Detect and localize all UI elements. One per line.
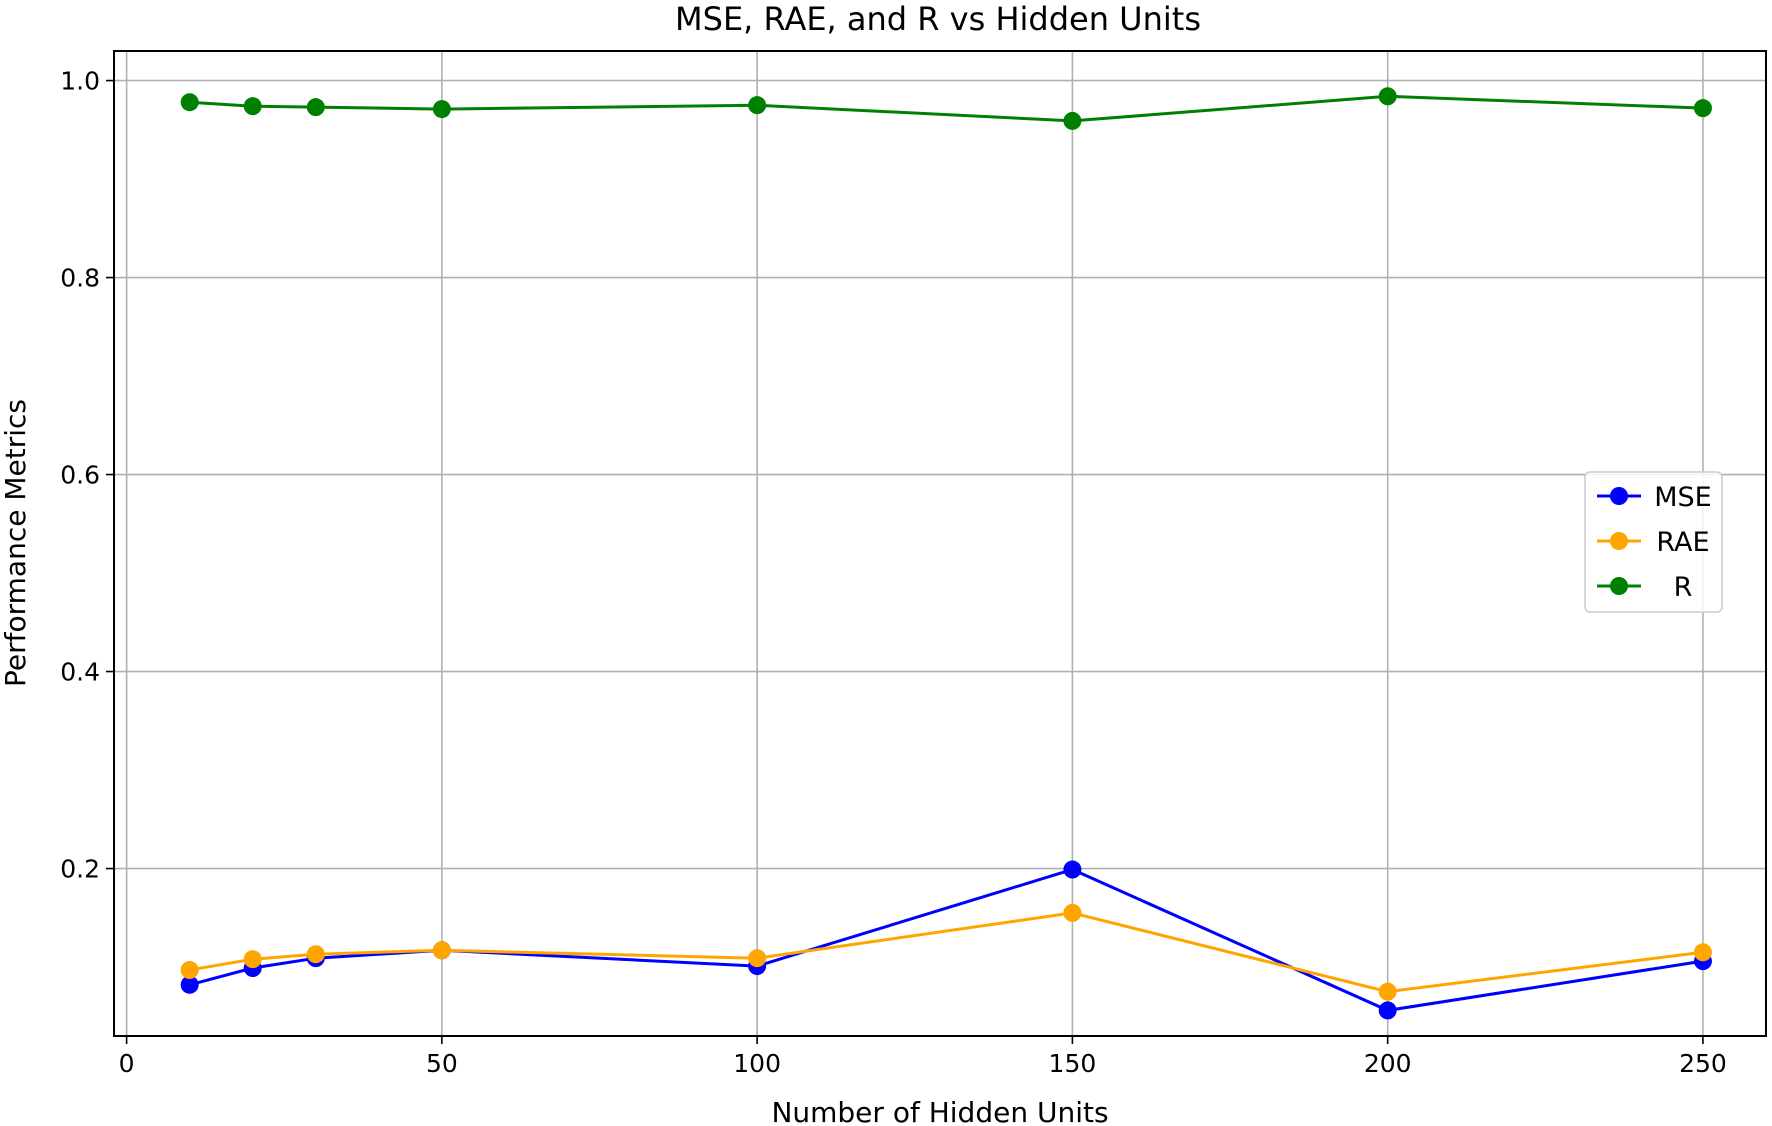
y-tick-label: 1.0 — [60, 67, 100, 96]
data-point-r — [748, 96, 767, 115]
grid — [114, 51, 1766, 1036]
data-point-mse — [180, 975, 199, 994]
x-axis-label: Number of Hidden Units — [771, 1096, 1108, 1126]
data-point-r — [1693, 99, 1712, 118]
legend-swatch-marker — [1610, 487, 1628, 505]
legend-item-mse: MSE — [1597, 482, 1712, 513]
plot-area-frame — [113, 50, 1767, 1037]
data-point-r — [243, 97, 262, 116]
data-point-mse — [1063, 860, 1082, 879]
series-line-mse — [189, 867, 1704, 1012]
y-tick-label: 0.8 — [60, 264, 100, 293]
data-point-r — [432, 100, 451, 119]
x-tick-label: 50 — [426, 1049, 458, 1078]
data-point-rae — [1063, 903, 1082, 922]
legend-label: R — [1674, 572, 1693, 603]
data-point-r — [180, 93, 199, 112]
x-tick-label: 250 — [1679, 1049, 1727, 1078]
axis-ticks: 0 50 100 150 200 250 0.2 0.4 0.6 0.8 1.0 — [60, 67, 1727, 1078]
legend-swatch-marker — [1610, 577, 1628, 595]
legend: MSE RAE R — [1584, 471, 1723, 613]
y-tick-label: 0.6 — [60, 461, 100, 490]
data-point-mse — [1378, 1001, 1397, 1020]
series-rae — [180, 903, 1712, 1001]
x-tick-label: 100 — [733, 1049, 781, 1078]
data-point-r — [306, 98, 325, 117]
chart-title: MSE, RAE, and R vs Hidden Units — [675, 0, 1201, 38]
data-point-rae — [1378, 982, 1397, 1001]
data-point-rae — [1693, 943, 1712, 962]
y-tick-label: 0.2 — [60, 855, 100, 884]
series-mse — [180, 860, 1712, 1020]
legend-item-rae: RAE — [1597, 527, 1710, 558]
series-line-rae — [189, 911, 1704, 994]
data-point-rae — [432, 941, 451, 960]
series-line-r — [189, 94, 1703, 123]
data-point-rae — [748, 949, 767, 968]
data-point-rae — [243, 950, 262, 969]
data-point-r — [1063, 111, 1082, 130]
legend-item-r: R — [1597, 572, 1692, 603]
legend-label: RAE — [1656, 527, 1709, 558]
series-r — [180, 87, 1712, 130]
y-tick-label: 0.4 — [60, 658, 100, 687]
legend-label: MSE — [1654, 482, 1712, 513]
data-point-rae — [180, 961, 199, 980]
x-tick-label: 0 — [119, 1049, 135, 1078]
legend-swatch-marker — [1610, 532, 1628, 550]
x-tick-label: 200 — [1364, 1049, 1412, 1078]
y-axis-label: Performance Metrics — [0, 399, 32, 687]
series-group — [180, 87, 1712, 1020]
data-point-rae — [306, 945, 325, 964]
legend-box — [1584, 471, 1723, 613]
x-tick-label: 150 — [1049, 1049, 1097, 1078]
data-point-r — [1378, 87, 1397, 106]
